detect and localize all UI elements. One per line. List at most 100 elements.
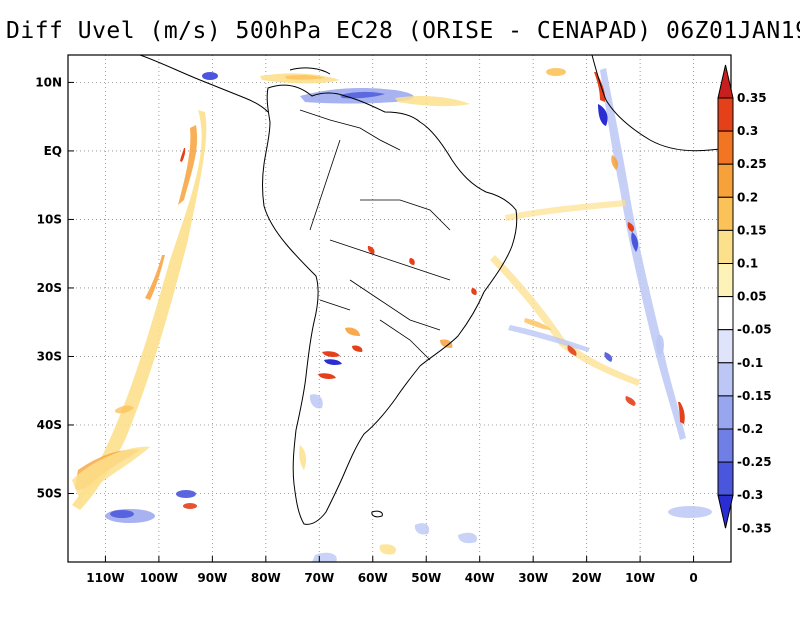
anomaly-patch [625, 396, 636, 406]
colorbar-segment [717, 229, 734, 264]
anomaly-patch [631, 232, 639, 252]
colorbar-label: -0.1 [737, 356, 763, 370]
anomaly-patch [312, 552, 337, 562]
anomaly-patch [183, 503, 197, 509]
lon-tick-label: 10W [625, 571, 655, 585]
coastlines [139, 55, 731, 525]
map-title: Diff Uvel (m/s) 500hPa EC28 (ORISE - CEN… [6, 18, 800, 44]
colorbar: 0.35 0.3 0.25 0.2 0.15 0.1 0.05 -0.05 -0.1 -0.15 -… [717, 64, 772, 535]
anomaly-patch [627, 222, 635, 232]
anomaly-patch [345, 327, 360, 336]
colorbar-segment [717, 329, 734, 364]
colorbar-label: -0.3 [737, 488, 763, 502]
anomaly-patch [367, 246, 375, 254]
colorbar-segment [717, 362, 734, 397]
anomaly-patch [611, 155, 619, 170]
anomaly-patch [505, 200, 626, 221]
colorbar-label: -0.05 [737, 323, 772, 337]
lat-tick-label: 40S [37, 418, 62, 432]
lat-tick-label: 50S [37, 486, 62, 500]
south-america-coastline [262, 84, 518, 525]
anomaly-patch [678, 402, 685, 424]
lon-tick-label: 60W [358, 571, 388, 585]
colorbar-segment [717, 395, 734, 430]
lon-tick-label: 100W [140, 571, 178, 585]
colorbar-label: 0.35 [737, 91, 767, 105]
colorbar-segment [717, 428, 734, 463]
anomaly-patch [567, 345, 577, 356]
anomaly-patch [668, 506, 712, 518]
colorbar-segment [717, 163, 734, 198]
lon-tick-label: 0 [689, 571, 697, 585]
anomaly-patch [145, 255, 165, 300]
anomaly-field [72, 68, 712, 562]
anomaly-patch [508, 325, 590, 352]
colorbar-segment [717, 196, 734, 231]
colorbar-segment [717, 296, 734, 331]
anomaly-patch [110, 510, 134, 518]
anomaly-patch [340, 91, 385, 99]
anomaly-patch [324, 359, 342, 365]
anomaly-patch [594, 72, 606, 102]
lon-tick-label: 110W [86, 571, 124, 585]
anomaly-patch [546, 68, 566, 76]
lat-tick-label: 20S [37, 281, 62, 295]
anomaly-patch [178, 125, 198, 205]
anomaly-patch [524, 318, 552, 330]
colorbar-label: 0.15 [737, 223, 767, 237]
anomaly-patch [600, 68, 686, 440]
africa-coastline [591, 55, 731, 152]
country-borders [299, 109, 451, 361]
colorbar-segment [717, 263, 734, 298]
anomaly-patch [490, 255, 640, 386]
central-america-coastline [139, 55, 269, 113]
anomaly-patch [352, 345, 363, 352]
lon-tick-label: 20W [572, 571, 602, 585]
colorbar-label: -0.15 [737, 389, 772, 403]
colorbar-segment [717, 461, 734, 496]
anomaly-patch [180, 148, 186, 162]
anomaly-patch [395, 96, 470, 107]
lat-tick-label: 10N [35, 75, 62, 89]
colorbar-label: -0.25 [737, 455, 772, 469]
lon-tick-label: 40W [465, 571, 495, 585]
lon-tick-label: 80W [251, 571, 281, 585]
anomaly-patch [604, 352, 613, 362]
anomaly-patch [598, 104, 608, 126]
lon-tick-label: 30W [518, 571, 548, 585]
anomaly-patch [379, 544, 397, 555]
anomaly-patch [318, 373, 336, 379]
lon-tick-label: 90W [197, 571, 227, 585]
plot-area: 10N EQ 10S 20S 30S 40S 50S 110W 100W 90W 80W 70W 60W… [35, 54, 732, 585]
anomaly-patch [72, 446, 150, 500]
colorbar-label: 0.3 [737, 124, 758, 138]
anomaly-patch [202, 72, 218, 80]
plot-background [68, 55, 731, 562]
lat-tick-label: 30S [37, 349, 62, 363]
colorbar-label: 0.1 [737, 257, 758, 271]
lat-tick-label: EQ [44, 144, 62, 158]
colorbar-segment [717, 97, 734, 132]
lon-tick-label: 50W [411, 571, 441, 585]
anomaly-patch [309, 394, 323, 409]
colorbar-segment [717, 130, 734, 165]
colorbar-label: 0.2 [737, 190, 758, 204]
colorbar-label: -0.35 [737, 521, 772, 535]
cuba-coastline [289, 67, 331, 75]
lon-tick-label: 70W [304, 571, 334, 585]
anomaly-patch [656, 335, 664, 355]
anomaly-patch [322, 351, 340, 357]
colorbar-label: 0.05 [737, 290, 767, 304]
lat-tick-label: 10S [37, 212, 62, 226]
anomaly-patch [414, 523, 430, 535]
colorbar-label: 0.25 [737, 157, 767, 171]
anomaly-patch [176, 490, 196, 498]
map-axes: 10N EQ 10S 20S 30S 40S 50S 110W 100W 90W 80W 70W 60W… [35, 75, 698, 585]
anomaly-patch [440, 339, 453, 348]
anomaly-patch [409, 258, 415, 265]
colorbar-arrow-bottom [717, 494, 734, 529]
anomaly-patch [471, 288, 477, 295]
anomaly-patch [115, 405, 134, 414]
anomaly-patch [458, 532, 477, 544]
